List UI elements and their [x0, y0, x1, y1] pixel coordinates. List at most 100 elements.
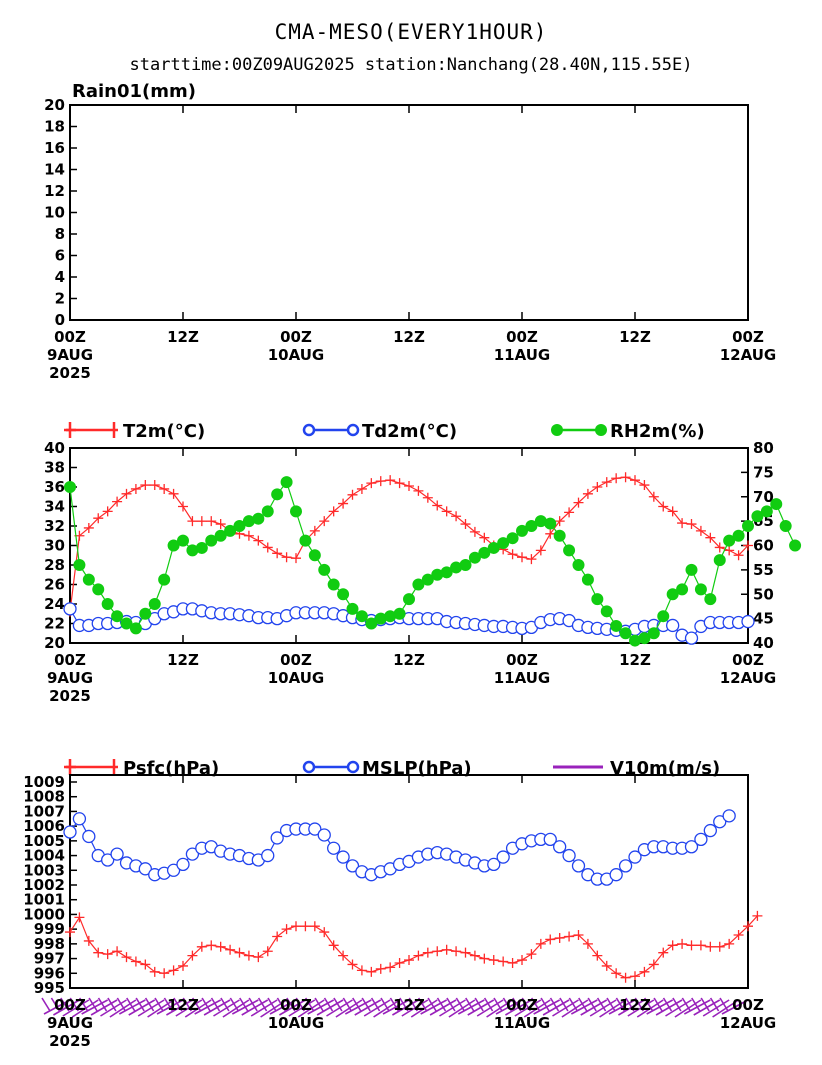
x-tick-date-label: 10AUG	[268, 1014, 325, 1032]
legend-marker	[302, 423, 316, 437]
y-tick-label: 4	[55, 268, 65, 286]
legend-marker	[595, 424, 607, 436]
x-tick-label: 12Z	[167, 328, 199, 346]
rh2m-point	[299, 534, 312, 547]
y-tick-label: 10	[44, 204, 65, 222]
psfc-point	[262, 946, 273, 957]
x-tick-label: 12Z	[167, 996, 199, 1014]
y-tick-label: 18	[44, 118, 65, 136]
psfc-point	[65, 927, 75, 938]
t2m-point	[658, 501, 669, 512]
x-tick-date-label: 9AUG	[47, 669, 93, 687]
psfc-point	[130, 956, 141, 967]
y-tick-label: 1008	[23, 788, 65, 806]
mslp-point	[176, 857, 190, 872]
rh2m-point	[516, 524, 528, 537]
pressure-panel: Psfc(hPa) MSLP(hPa) V10m(m/s) 995996997998…	[23, 758, 776, 1050]
psfc-point	[243, 950, 254, 961]
y-tick-label: 16	[44, 139, 65, 157]
rh2m-point	[572, 559, 585, 571]
psfc-point	[234, 947, 245, 958]
psfc-point	[187, 950, 198, 961]
t2m-point	[319, 516, 330, 527]
x-tick-label: 00Z	[506, 328, 538, 346]
psfc-point	[159, 968, 170, 979]
psfc-point	[743, 921, 753, 932]
psfc-point	[272, 931, 283, 942]
psfc-point	[460, 947, 471, 958]
t2m-point	[743, 540, 753, 551]
y-tick-label: 8	[55, 225, 65, 243]
mslp-point	[703, 823, 717, 838]
x-tick-label: 00Z	[54, 651, 86, 669]
psfc-point	[83, 935, 94, 946]
legend-marker	[64, 422, 116, 438]
t2m-point	[413, 485, 424, 496]
x-tick-year-label: 2025	[49, 687, 91, 705]
rh2m-point	[280, 476, 293, 489]
t2m-point	[83, 522, 94, 533]
psfc-point	[498, 956, 509, 967]
t2m-point	[178, 501, 188, 512]
t2m-point	[695, 525, 706, 536]
y-tick-label: 0	[55, 311, 65, 329]
t2m-point	[639, 480, 650, 491]
y-tick-label: 996	[34, 964, 65, 982]
rh2m-point	[647, 627, 660, 640]
td2m-point	[666, 618, 680, 633]
t2m-point	[338, 498, 349, 509]
rh2m-point	[195, 541, 208, 554]
legend-label: T2m(°C)	[123, 421, 205, 442]
t2m-point	[507, 549, 518, 560]
psfc-point	[432, 946, 443, 957]
t2m-point	[243, 530, 254, 541]
rh2m-point	[403, 593, 415, 606]
x-tick-label: 00Z	[280, 651, 312, 669]
t2m-point	[140, 480, 151, 491]
rh2m-point	[506, 532, 519, 545]
x-tick-year-label: 2025	[49, 364, 91, 382]
t2m-point	[545, 528, 556, 539]
t2m-point	[620, 472, 631, 483]
t2m-point	[432, 500, 443, 511]
rh2m-point	[704, 593, 717, 606]
y-right-tick-label: 60	[753, 537, 774, 555]
mslp-point	[270, 831, 284, 845]
wind-barb	[719, 997, 749, 1015]
psfc-point	[630, 971, 640, 982]
psfc-point	[714, 941, 725, 952]
psfc-point	[724, 938, 735, 949]
y-tick-label: 28	[44, 556, 65, 574]
y-tick-label: 30	[44, 537, 65, 555]
psfc-point	[422, 947, 433, 958]
psfc-point	[206, 940, 217, 951]
x-tick-label: 00Z	[54, 996, 86, 1014]
x-tick-date-label: 11AUG	[494, 346, 551, 364]
t2m-point	[196, 516, 207, 527]
x-tick-date-label: 12AUG	[720, 346, 777, 364]
t2m-point	[686, 519, 697, 530]
t2m-point	[422, 492, 433, 503]
psfc-point	[225, 944, 236, 955]
y-tick-label: 1005	[23, 832, 65, 850]
y-right-tick-label: 55	[753, 561, 774, 579]
x-tick-label: 00Z	[506, 651, 538, 669]
psfc-point	[74, 912, 85, 923]
x-tick-label: 12Z	[619, 651, 651, 669]
psfc-point	[441, 944, 452, 955]
y-tick-label: 34	[44, 498, 65, 516]
t2m-point	[573, 497, 584, 508]
psfc-point	[695, 940, 706, 951]
rh2m-point	[129, 622, 142, 635]
mslp-point	[345, 859, 360, 873]
rh2m-point	[760, 505, 773, 518]
y-tick-label: 12	[44, 182, 65, 200]
rh2m-point	[581, 573, 594, 586]
psfc-point	[347, 959, 358, 970]
t2m-point	[187, 516, 198, 527]
t2m-point	[385, 475, 396, 486]
psfc-point	[281, 924, 292, 935]
rh2m-point	[290, 505, 302, 518]
psfc-point	[488, 955, 499, 966]
